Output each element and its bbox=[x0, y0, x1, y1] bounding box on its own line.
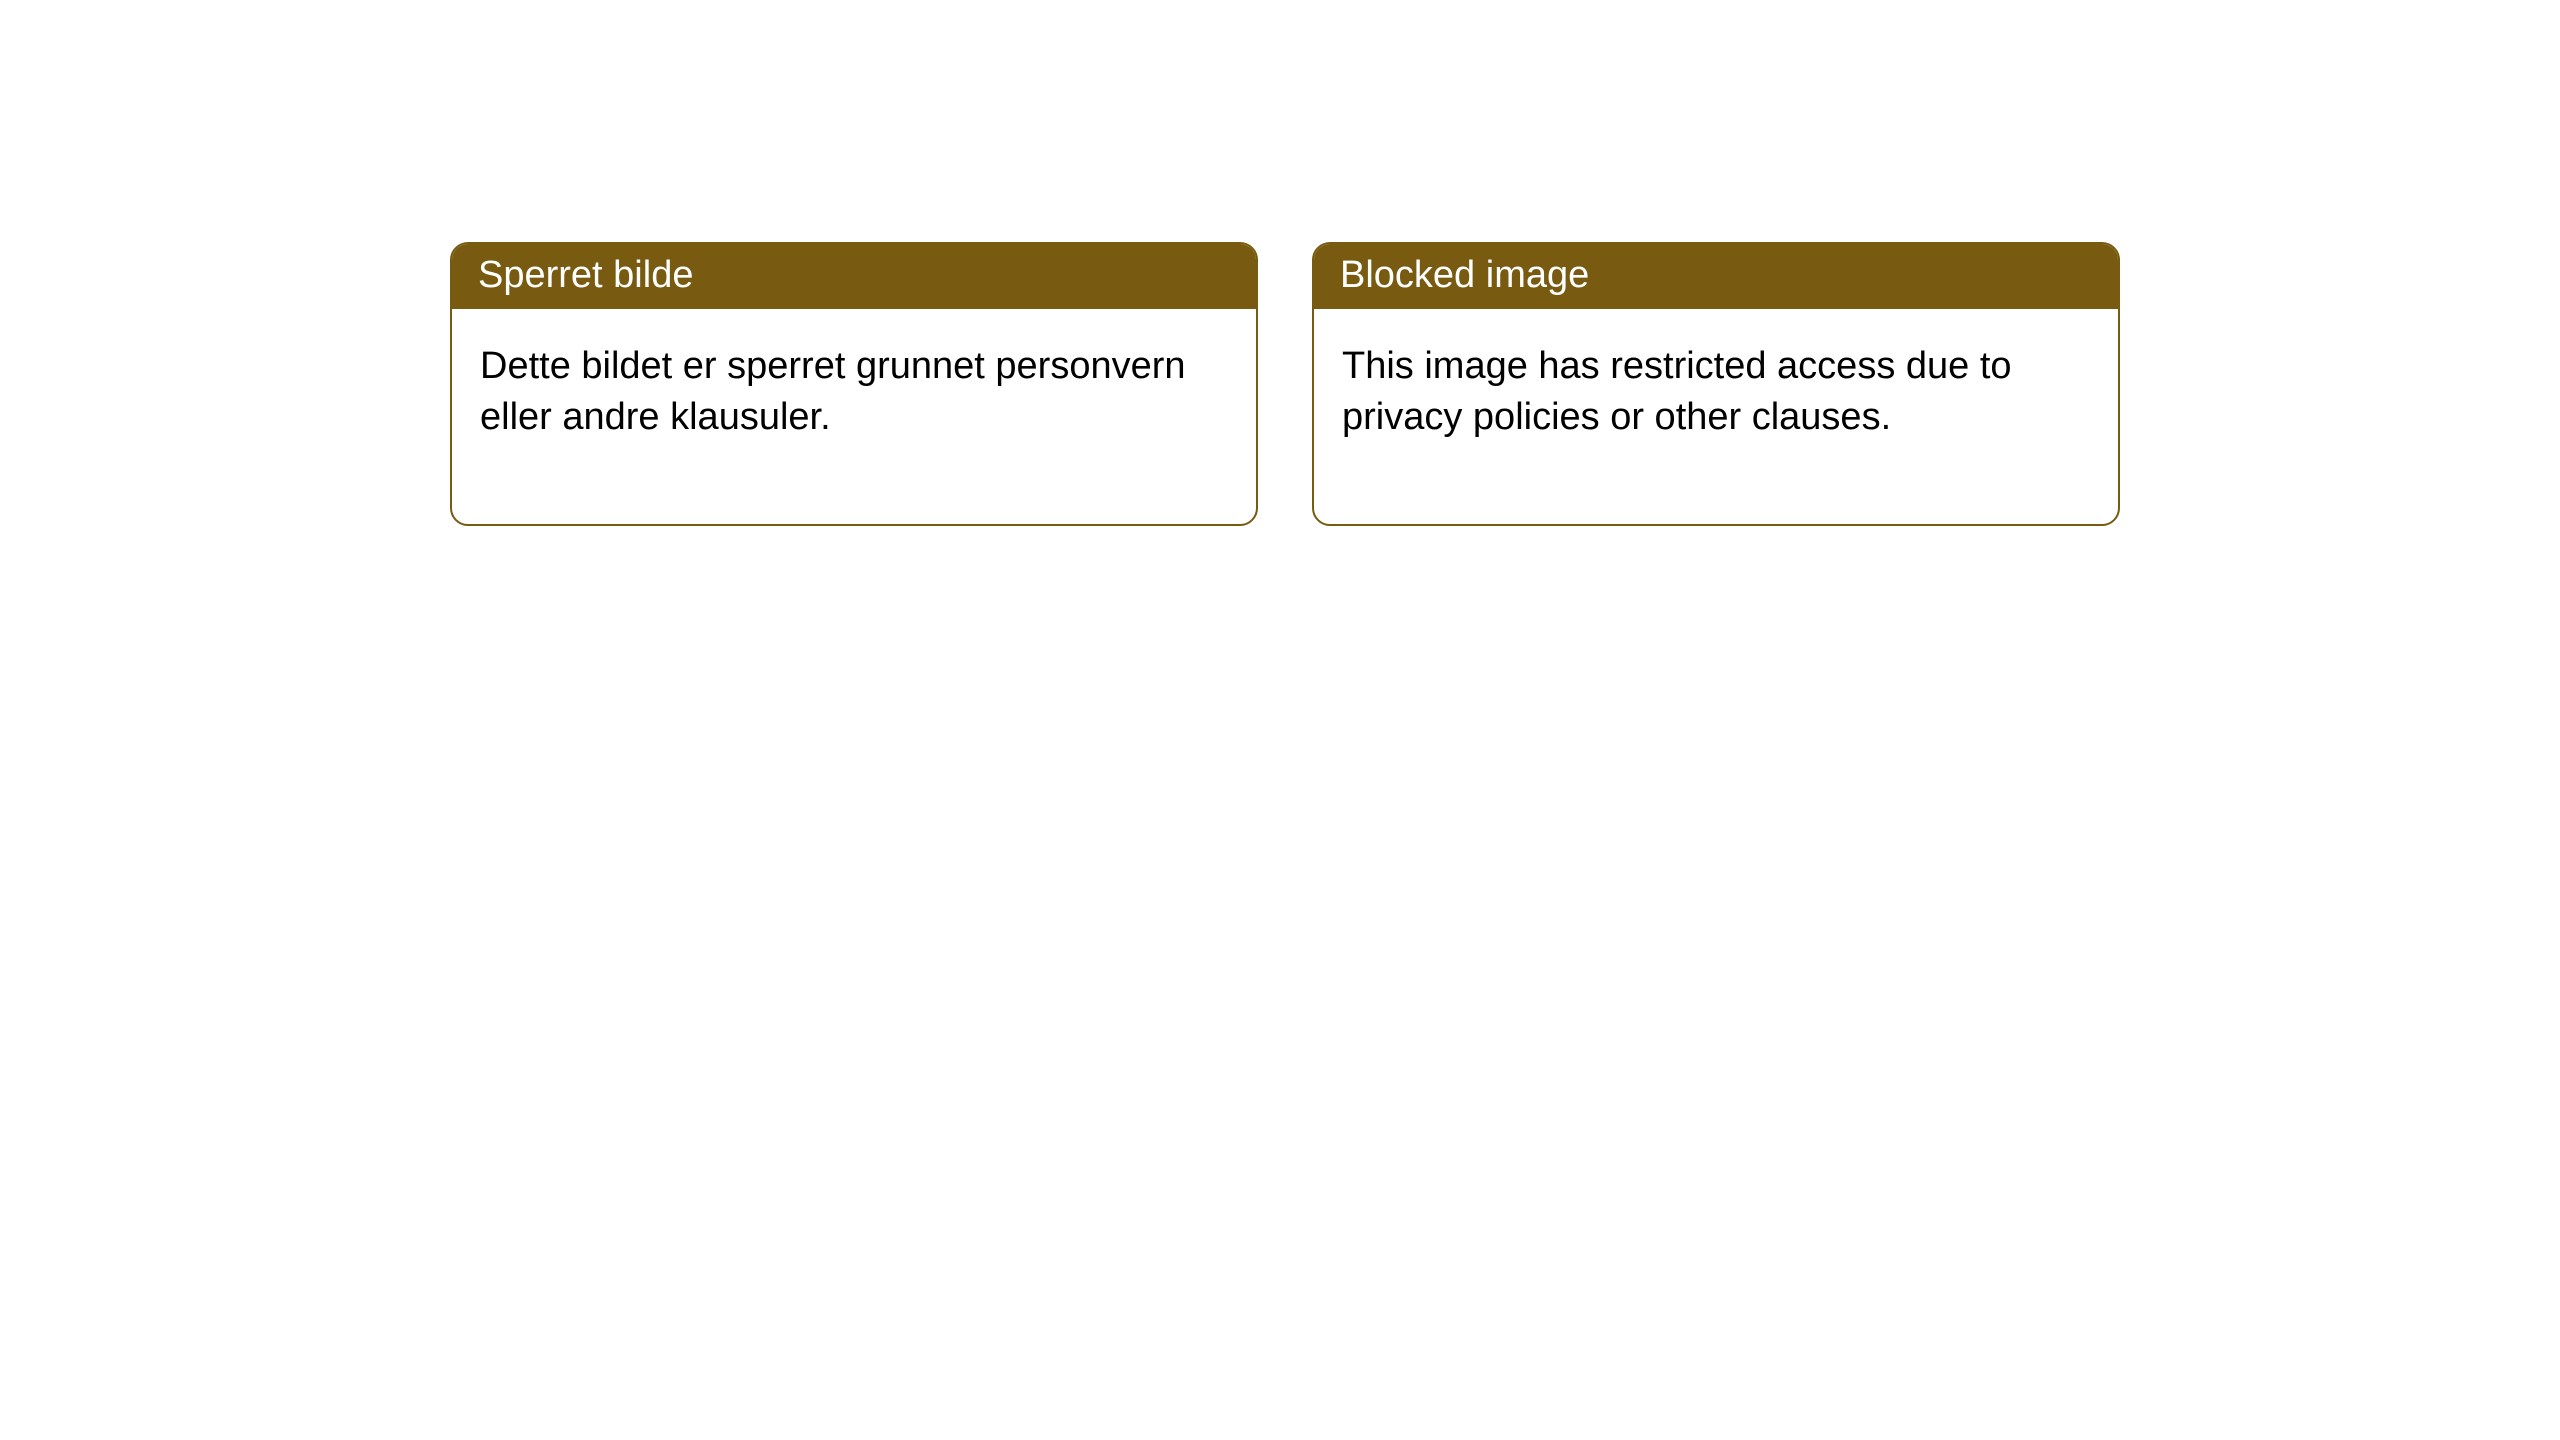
notice-card-norwegian: Sperret bilde Dette bildet er sperret gr… bbox=[450, 242, 1258, 526]
notice-header: Sperret bilde bbox=[452, 244, 1256, 309]
notice-container: Sperret bilde Dette bildet er sperret gr… bbox=[0, 0, 2560, 526]
notice-header: Blocked image bbox=[1314, 244, 2118, 309]
notice-body: This image has restricted access due to … bbox=[1314, 309, 2118, 524]
notice-body: Dette bildet er sperret grunnet personve… bbox=[452, 309, 1256, 524]
notice-card-english: Blocked image This image has restricted … bbox=[1312, 242, 2120, 526]
